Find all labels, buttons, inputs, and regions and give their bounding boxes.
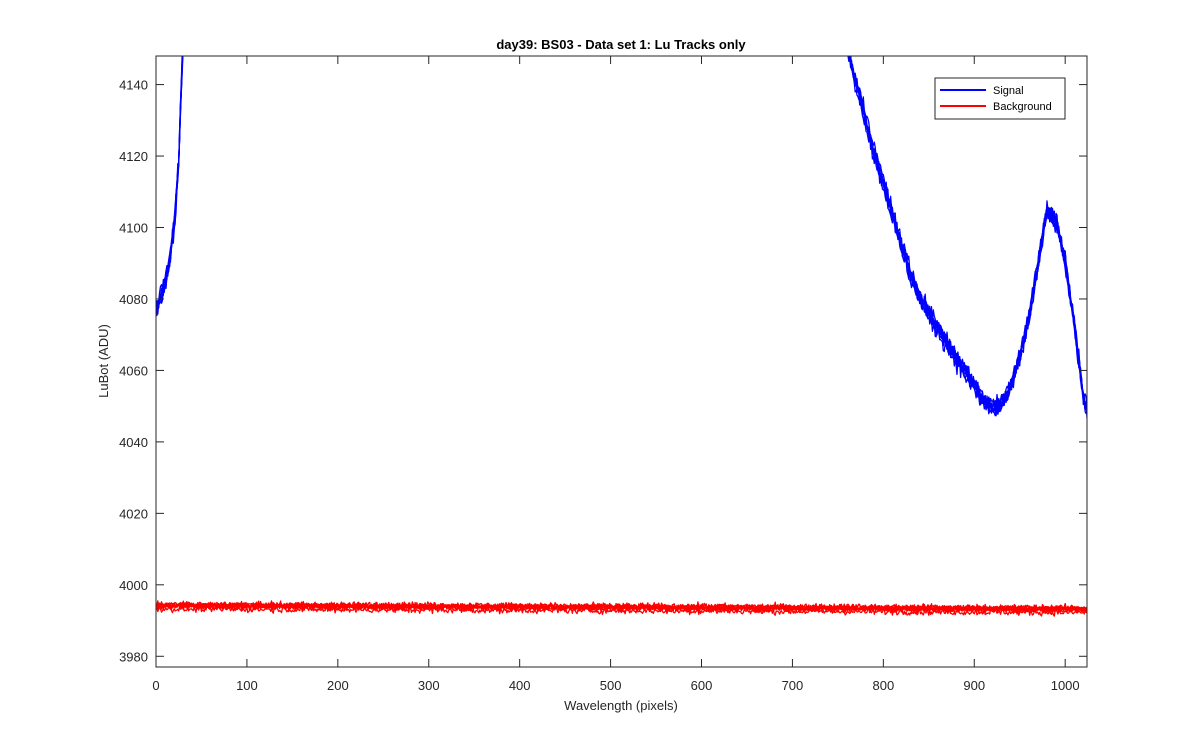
x-tick-label: 1000 [1051,678,1080,693]
legend: Signal Background [934,77,1066,120]
data-layer [156,56,1087,617]
y-axis-label: LuBot (ADU) [96,324,111,398]
x-tick-label: 900 [963,678,985,693]
plot-area [156,56,1087,667]
y-tick-label: 4140 [119,78,148,93]
x-tick-label: 700 [782,678,804,693]
y-tick-label: 4020 [119,506,148,521]
signal-trace-5 [156,56,1087,412]
x-tick-label: 800 [872,678,894,693]
x-tick-label: 0 [152,678,159,693]
y-tick-label: 4000 [119,578,148,593]
background-trace-7 [156,601,1087,613]
signal-trace-4 [156,56,1087,407]
legend-label-signal: Signal [993,85,1024,97]
y-tick-label: 3980 [119,649,148,664]
x-tick-label: 500 [600,678,622,693]
x-axis-label: Wavelength (pixels) [564,698,678,713]
legend-label-background: Background [993,101,1052,113]
x-tick-label: 200 [327,678,349,693]
plot-frame [155,55,1088,668]
tick-layer: 0 100 200 300 400 500 600 700 800 900 1000 3980 4000… [119,56,1087,693]
legend-box [934,77,1066,120]
y-tick-label: 4080 [119,292,148,307]
signal-trace-7 [156,56,1087,417]
chart-title: day39: BS03 - Data set 1: Lu Tracks only [496,37,746,52]
x-tick-label: 300 [418,678,440,693]
y-tick-label: 4100 [119,221,148,236]
y-tick-label: 4060 [119,363,148,378]
x-tick-label: 400 [509,678,531,693]
x-tick-label: 600 [691,678,713,693]
y-tick-label: 4040 [119,435,148,450]
background-trace-5 [156,604,1087,617]
x-tick-label: 100 [236,678,258,693]
y-tick-label: 4120 [119,149,148,164]
